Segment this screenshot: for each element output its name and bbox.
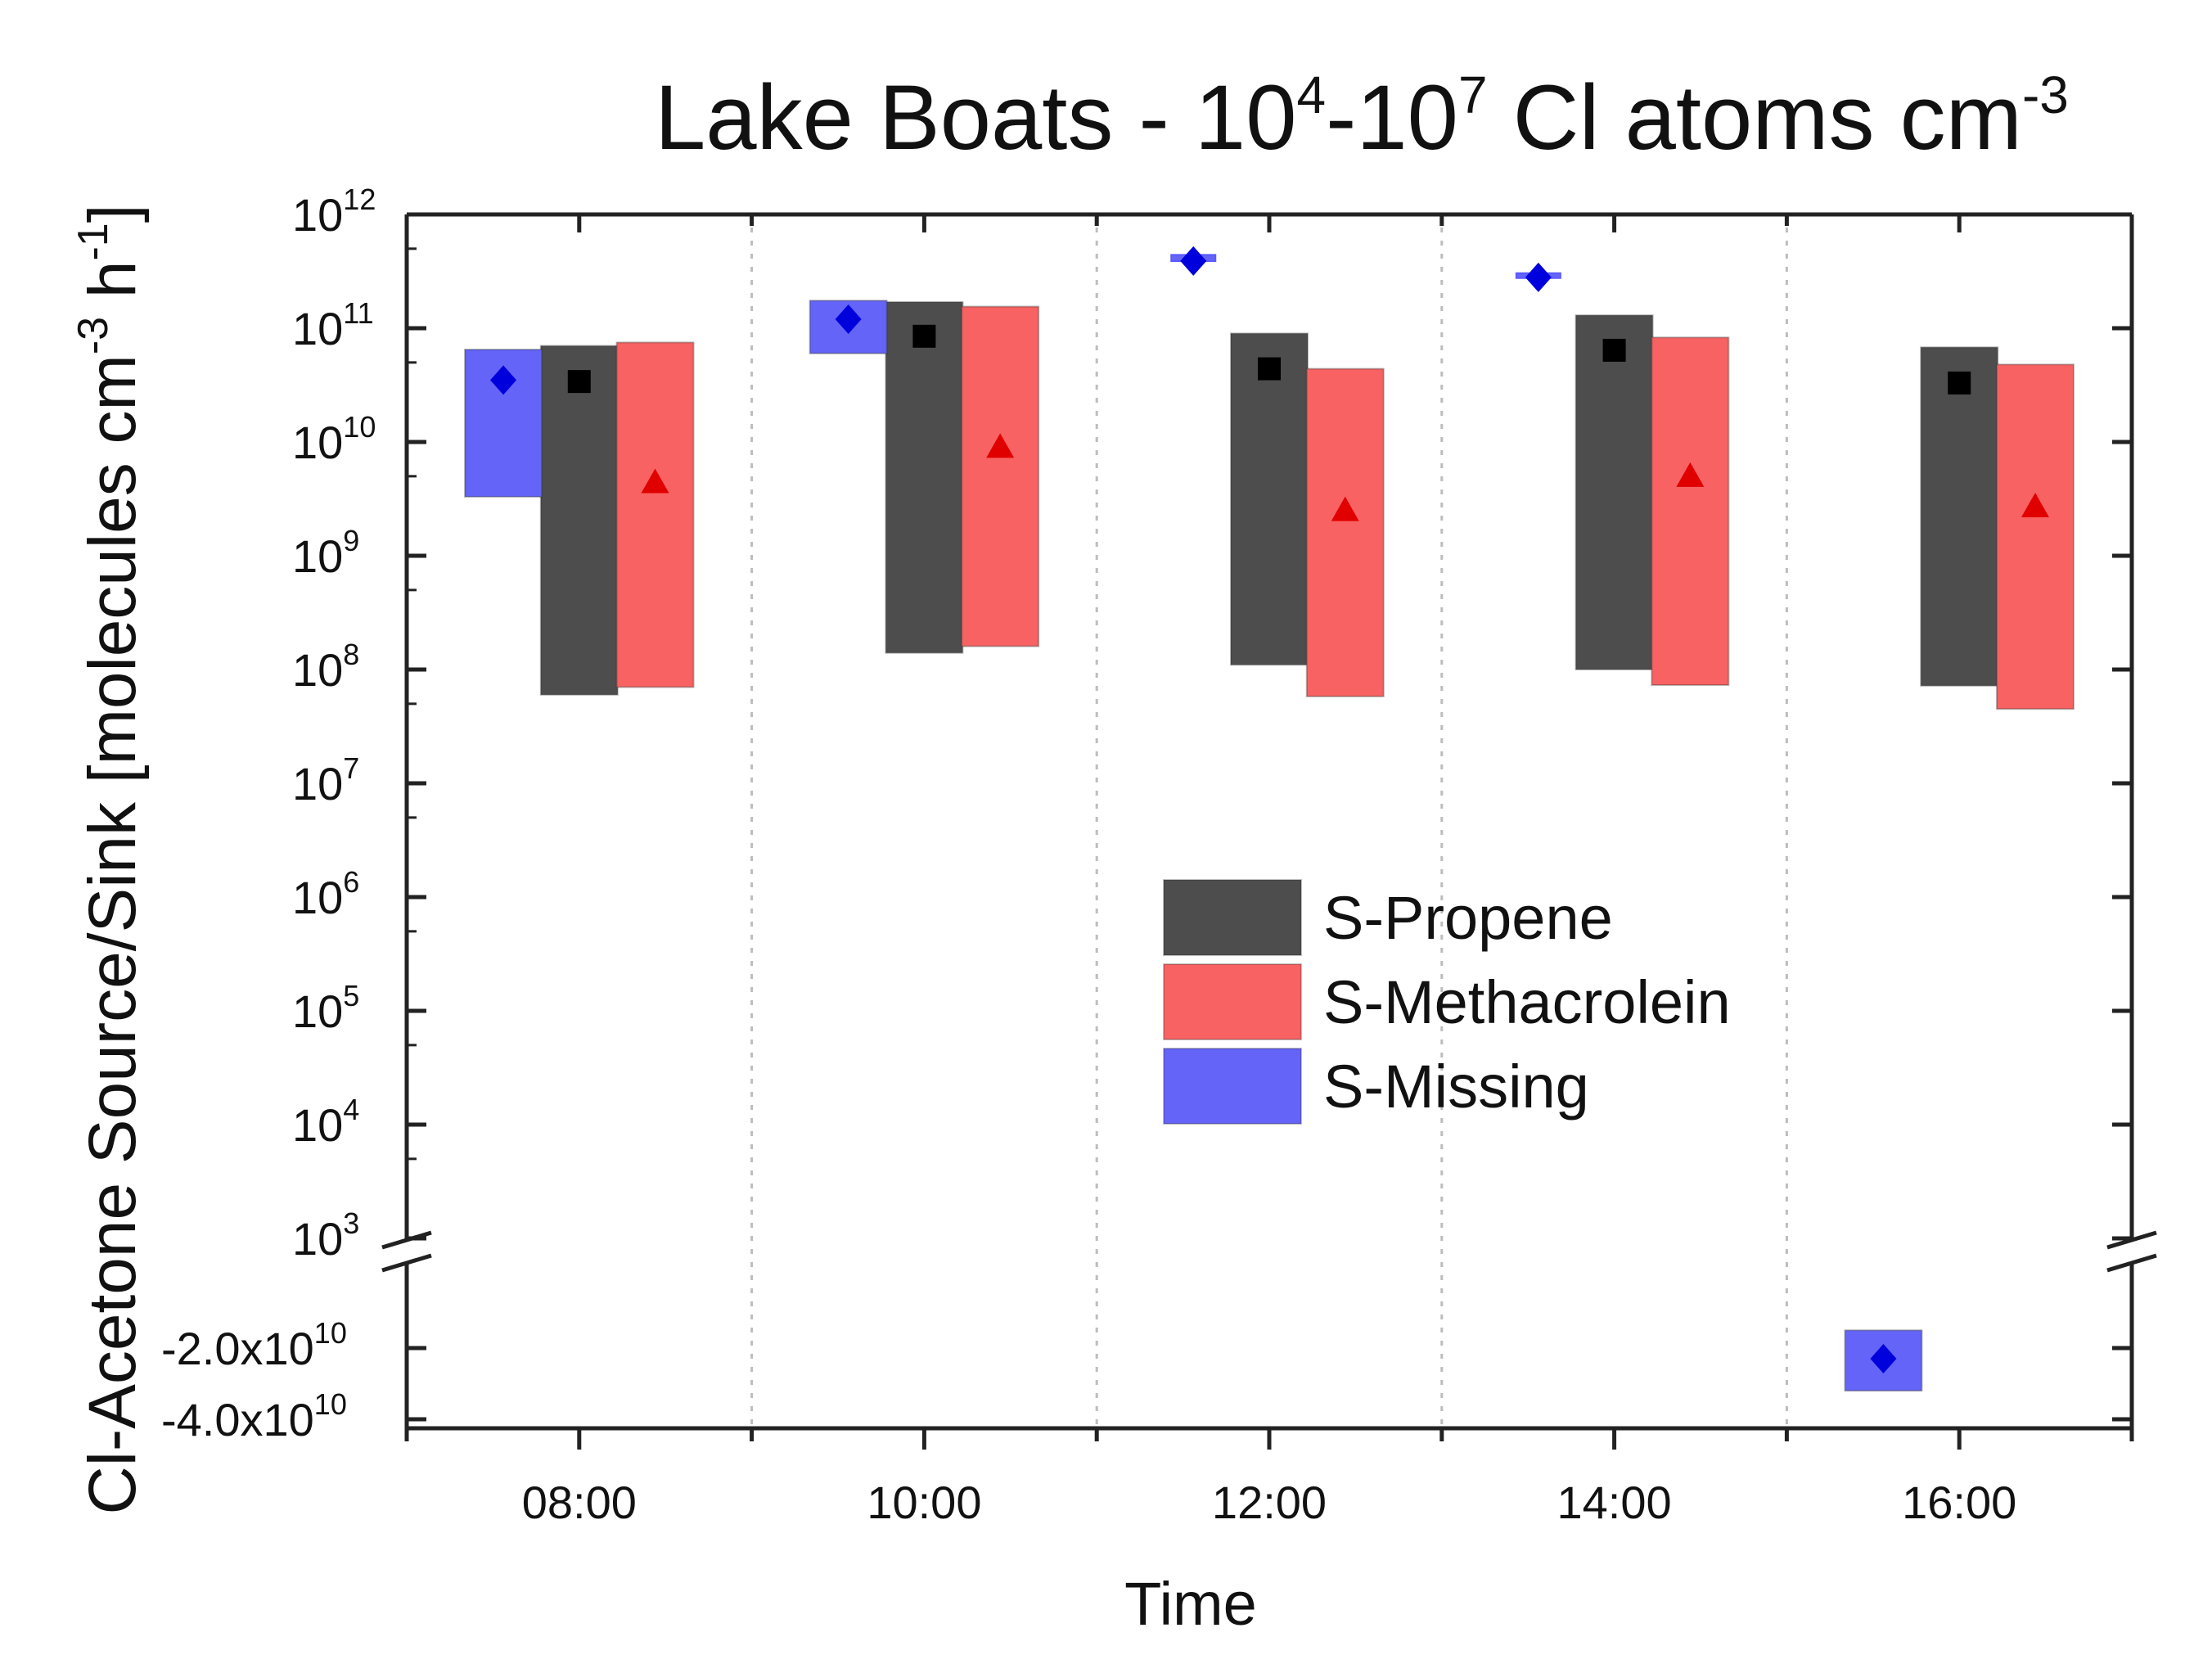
y-tick-label: 107 bbox=[292, 751, 359, 809]
marker-s-propene-1600 bbox=[1948, 371, 1971, 395]
marker-s-missing-1000 bbox=[835, 304, 862, 334]
bars bbox=[464, 254, 2075, 1392]
gridlines bbox=[750, 214, 1788, 1428]
ticks: 1012 1011 1010 109 108 107 106 105 104 103 -2.0x10… bbox=[161, 183, 2134, 1528]
chart-title: Lake Boats - 104-107 Cl atoms cm-3 bbox=[655, 65, 2069, 169]
x-tick-label: 10:00 bbox=[867, 1477, 981, 1528]
y-axis-label: Cl-Acetone Source/Sink [molecules cm-3 h… bbox=[70, 204, 150, 1514]
bar-s-methacrolein-1200 bbox=[1305, 368, 1385, 697]
bar-s-propene-1400 bbox=[1575, 314, 1654, 670]
x-tick-label: 16:00 bbox=[1902, 1477, 2016, 1528]
bar-s-methacrolein-0800 bbox=[615, 341, 695, 688]
marker-s-propene-1200 bbox=[1258, 357, 1281, 381]
y-tick-label: 1010 bbox=[292, 410, 376, 468]
y-tick-label: -2.0x1010 bbox=[161, 1316, 347, 1374]
bar-s-methacrolein-1400 bbox=[1651, 336, 1730, 686]
marker-s-missing-0800 bbox=[490, 365, 517, 395]
y-tick-label: 109 bbox=[292, 524, 359, 582]
marker-s-propene-0800 bbox=[567, 370, 591, 394]
bar-s-propene-0800 bbox=[539, 345, 619, 696]
x-tick-label: 08:00 bbox=[522, 1477, 637, 1528]
bar-s-propene-1000 bbox=[885, 300, 964, 654]
bar-s-methacrolein-1000 bbox=[961, 305, 1040, 647]
bar-s-methacrolein-1600 bbox=[1995, 363, 2075, 710]
marker-s-missing-1400 bbox=[1525, 262, 1552, 292]
markers bbox=[490, 246, 2049, 1374]
legend-swatch-s-missing bbox=[1163, 1048, 1302, 1125]
x-axis-label: Time bbox=[1124, 1570, 1257, 1638]
marker-s-methacrolein-1200 bbox=[1331, 496, 1359, 521]
y-tick-label: 105 bbox=[292, 979, 359, 1037]
axis-break-mark bbox=[2106, 1253, 2157, 1273]
y-tick-label: 1011 bbox=[292, 296, 374, 354]
y-tick-label: -4.0x1010 bbox=[161, 1387, 347, 1445]
y-tick-label: 1012 bbox=[292, 183, 376, 241]
marker-s-methacrolein-1400 bbox=[1676, 462, 1705, 487]
y-tick-label: 108 bbox=[292, 638, 359, 696]
marker-s-missing-1600 bbox=[1870, 1344, 1897, 1374]
marker-s-missing-1200 bbox=[1180, 246, 1207, 276]
marker-s-propene-1400 bbox=[1602, 338, 1626, 362]
legend-label-s-propene: S-Propene bbox=[1323, 884, 1613, 952]
legend-swatch-s-methacrolein bbox=[1163, 963, 1302, 1040]
marker-s-methacrolein-1600 bbox=[2021, 493, 2049, 518]
x-tick-label: 12:00 bbox=[1212, 1477, 1327, 1528]
marker-s-propene-1000 bbox=[912, 324, 936, 348]
legend: S-Propene S-Methacrolein S-Missing bbox=[1163, 879, 1731, 1125]
legend-label-s-methacrolein: S-Methacrolein bbox=[1323, 968, 1731, 1036]
legend-swatch-s-propene bbox=[1163, 879, 1302, 956]
marker-s-methacrolein-0800 bbox=[641, 468, 669, 494]
bar-s-propene-1200 bbox=[1230, 332, 1309, 666]
y-tick-label: 106 bbox=[292, 865, 359, 923]
bar-s-propene-1600 bbox=[1920, 346, 1999, 687]
y-tick-label: 103 bbox=[292, 1206, 359, 1265]
y-tick-label: 104 bbox=[292, 1093, 359, 1151]
legend-label-s-missing: S-Missing bbox=[1323, 1053, 1589, 1121]
axis-break-mark bbox=[381, 1253, 432, 1273]
marker-s-methacrolein-1000 bbox=[986, 433, 1015, 458]
x-tick-label: 14:00 bbox=[1557, 1477, 1672, 1528]
